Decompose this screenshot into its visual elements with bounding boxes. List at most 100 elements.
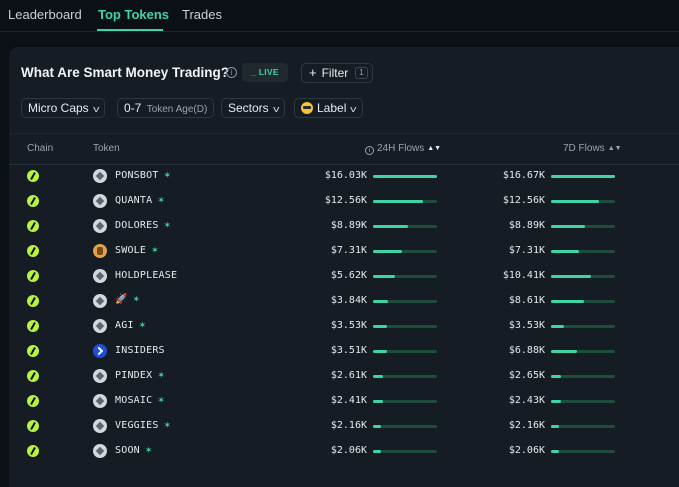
flow-24h-bar-fill	[373, 200, 423, 203]
token-name[interactable]: INSIDERS	[115, 345, 165, 356]
tab-trades[interactable]: Trades	[182, 7, 222, 22]
token-name[interactable]: VEGGIES ✶	[115, 420, 171, 431]
table-row[interactable]: PONSBOT ✶ $16.03K $16.67K	[9, 165, 679, 190]
flow-24h-bar	[373, 425, 437, 428]
table-row[interactable]: INSIDERS $3.51K $6.88K	[9, 340, 679, 365]
filter-label: Filter	[321, 66, 349, 80]
chain-icon	[27, 270, 39, 282]
flow-7d-bar	[551, 250, 615, 253]
label-dropdown[interactable]: Label v	[294, 98, 363, 118]
token-age-dropdown[interactable]: 0-7 Token Age(D)	[117, 98, 215, 118]
flow-7d-value: $8.89K	[508, 220, 545, 231]
token-name[interactable]: SOON ✶	[115, 445, 153, 456]
flow-7d-value: $2.16K	[508, 420, 545, 431]
token-name[interactable]: 🚀 ✶	[115, 294, 140, 305]
flow-7d-value: $8.61K	[508, 295, 545, 306]
flow-7d-bar	[551, 175, 615, 178]
chevron-down-icon: v	[92, 104, 100, 114]
column-label-7d: 7D Flows	[563, 143, 605, 154]
flow-7d-bar-fill	[551, 175, 615, 178]
table-row[interactable]: DOLORES ✶ $8.89K $8.89K	[9, 215, 679, 240]
token-age-label: Token Age(D)	[146, 104, 208, 115]
table-row[interactable]: SOON ✶ $2.06K $2.06K	[9, 440, 679, 465]
tab-top-tokens[interactable]: Top Tokens	[98, 7, 170, 22]
panel-title: What Are Smart Money Trading?	[21, 65, 230, 80]
header-divider	[9, 164, 679, 165]
token-name-text: 🚀	[115, 294, 128, 305]
flow-7d-bar	[551, 225, 615, 228]
active-tab-indicator	[97, 29, 163, 31]
flow-7d-bar	[551, 350, 615, 353]
flow-24h-value: $2.61K	[330, 370, 367, 381]
table-row[interactable]: AGI ✶ $3.53K $3.53K	[9, 315, 679, 340]
flow-7d-bar-fill	[551, 200, 599, 203]
flow-7d-bar-fill	[551, 425, 559, 428]
token-name[interactable]: QUANTA ✶	[115, 195, 165, 206]
flow-7d-value: $16.67K	[502, 170, 545, 181]
flow-7d-bar	[551, 400, 615, 403]
flow-7d-bar-fill	[551, 375, 561, 378]
token-name[interactable]: SWOLE ✶	[115, 245, 159, 256]
flow-24h-bar-fill	[373, 425, 381, 428]
smart-money-leaf-icon: ✶	[144, 446, 153, 456]
smart-money-leaf-icon: ✶	[163, 171, 172, 181]
token-icon	[93, 294, 107, 308]
flow-24h-value: $3.84K	[330, 295, 367, 306]
flow-24h-bar-fill	[373, 225, 408, 228]
token-name[interactable]: PINDEX ✶	[115, 370, 165, 381]
flow-7d-bar	[551, 450, 615, 453]
chain-icon	[27, 445, 39, 457]
token-icon	[93, 194, 107, 208]
flow-7d-value: $12.56K	[502, 195, 545, 206]
table-row[interactable]: MOSAIC ✶ $2.41K $2.43K	[9, 390, 679, 415]
flow-24h-bar-fill	[373, 400, 383, 403]
smart-money-leaf-icon: ✶	[138, 321, 147, 331]
table-row[interactable]: SWOLE ✶ $7.31K $7.31K	[9, 240, 679, 265]
sectors-dropdown[interactable]: Sectors v	[221, 98, 286, 118]
token-name[interactable]: PONSBOT ✶	[115, 170, 171, 181]
column-header-24h-flows[interactable]: i 24H Flows ▲▼	[365, 143, 441, 155]
flow-24h-bar	[373, 250, 437, 253]
table-row[interactable]: QUANTA ✶ $12.56K $12.56K	[9, 190, 679, 215]
token-icon	[93, 169, 107, 183]
token-name[interactable]: HOLDPLEASE	[115, 270, 177, 281]
chain-icon	[27, 295, 39, 307]
flow-7d-value: $2.65K	[508, 370, 545, 381]
filter-button[interactable]: + Filter 1	[301, 63, 373, 83]
smart-money-leaf-icon: ✶	[157, 371, 166, 381]
smart-money-leaf-icon: ✶	[151, 246, 159, 256]
flow-7d-value: $3.53K	[508, 320, 545, 331]
token-name[interactable]: AGI ✶	[115, 320, 146, 331]
info-icon[interactable]: i	[226, 67, 237, 78]
table-row[interactable]: HOLDPLEASE $5.62K $10.41K	[9, 265, 679, 290]
chain-icon	[27, 420, 39, 432]
flow-24h-bar	[373, 200, 437, 203]
token-name[interactable]: DOLORES ✶	[115, 220, 171, 231]
table-row[interactable]: PINDEX ✶ $2.61K $2.65K	[9, 365, 679, 390]
token-name-text: SOON	[115, 445, 140, 456]
token-icon	[93, 394, 107, 408]
token-icon	[93, 319, 107, 333]
flow-24h-value: $2.16K	[330, 420, 367, 431]
tab-leaderboard[interactable]: Leaderboard	[8, 7, 82, 22]
table-row[interactable]: VEGGIES ✶ $2.16K $2.16K	[9, 415, 679, 440]
chevron-down-icon: v	[272, 104, 280, 114]
label-dropdown-text: Label	[317, 101, 347, 115]
token-icon	[93, 369, 107, 383]
smart-money-leaf-icon: ✶	[163, 421, 172, 431]
chain-icon	[27, 320, 39, 332]
flow-7d-bar-fill	[551, 400, 561, 403]
token-name[interactable]: MOSAIC ✶	[115, 395, 165, 406]
table-row[interactable]: 🚀 ✶ $3.84K $8.61K	[9, 290, 679, 315]
token-name-text: DOLORES	[115, 220, 159, 231]
flow-7d-bar	[551, 425, 615, 428]
chain-icon	[27, 370, 39, 382]
flow-7d-bar	[551, 275, 615, 278]
flow-24h-value: $12.56K	[324, 195, 367, 206]
market-cap-value: Micro Caps	[28, 101, 89, 115]
flow-24h-bar	[373, 450, 437, 453]
market-cap-dropdown[interactable]: Micro Caps v	[21, 98, 106, 118]
column-header-7d-flows[interactable]: 7D Flows ▲▼	[563, 143, 622, 154]
flow-7d-value: $7.31K	[508, 245, 545, 256]
filter-count-badge: 1	[355, 67, 368, 79]
